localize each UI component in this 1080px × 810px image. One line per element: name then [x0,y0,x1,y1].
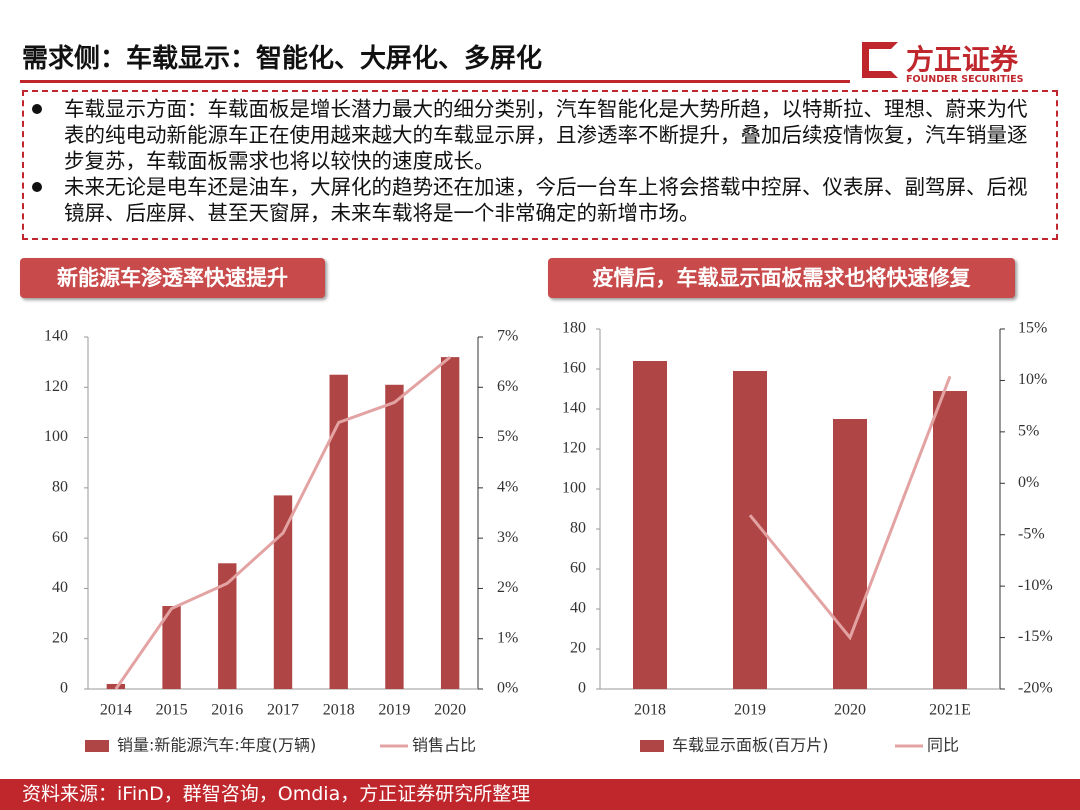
y2-tick-label: -20% [1018,680,1053,697]
logo-name: 方正证券 [906,43,1019,76]
legend-swatch [640,740,664,752]
section-header: 新能源车渗透率快速提升 [20,258,325,298]
y2-tick-label: 1% [497,629,518,646]
slide-title: 需求侧：车载显示：智能化、大屏化、多屏化 [22,44,543,74]
legend-swatch [85,740,109,752]
bar [833,419,867,689]
y-tick-label: 100 [44,428,68,445]
title-rule [20,80,850,83]
bullet: 未来无论是电车还是油车，大屏化的趋势还在加速，今后一台车上将会搭载中控屏、仪表屏… [32,174,1042,226]
y2-tick-label: 2% [497,579,518,596]
y2-tick-label: -15% [1018,628,1053,645]
x-tick-label: 2018 [634,702,666,719]
bar [440,357,460,689]
y-tick-label: 80 [52,479,68,496]
logo-subtitle: FOUNDER SECURITIES [906,74,1024,85]
bar [633,361,667,689]
logo: 方正证券 FOUNDER SECURITIES [862,38,1052,88]
legend-label: 销量:新能源汽车:年度(万辆) [117,736,316,755]
y-tick-label: 80 [570,520,586,537]
y2-tick-label: 5% [497,428,518,445]
y2-tick-label: 7% [497,328,518,345]
y2-tick-label: 4% [497,479,518,496]
x-tick-label: 2020 [434,702,466,719]
bullet: 车载显示方面：车载面板是增长潜力最大的细分类别，汽车智能化是大势所趋，以特斯拉、… [32,96,1042,174]
bar [273,495,293,689]
line [748,375,952,641]
y2-tick-label: -5% [1018,525,1045,542]
source-footer: 资料来源：iFinD，群智咨询，Omdia，方正证券研究所整理 [0,779,1080,810]
y2-tick-label: 0% [1018,474,1039,491]
section-header: 疫情后，车载显示面板需求也将快速修复 [548,258,1015,298]
x-tick-label: 2017 [267,702,299,719]
x-tick-label: 2020 [834,702,866,719]
y-tick-label: 120 [562,440,586,457]
y-tick-label: 20 [52,629,68,646]
x-tick-label: 2019 [734,702,766,719]
y2-tick-label: 5% [1018,423,1039,440]
y-tick-label: 160 [562,360,586,377]
x-tick-label: 2014 [100,702,132,719]
y-tick-label: 140 [562,400,586,417]
x-tick-label: 2018 [323,702,355,719]
bar [329,374,348,689]
bullet-box: 车载显示方面：车载面板是增长潜力最大的细分类别，汽车智能化是大势所趋，以特斯拉、… [22,90,1058,240]
y-tick-label: 0 [60,680,68,697]
y2-tick-label: -10% [1018,577,1053,594]
bar [162,606,181,689]
y-tick-label: 0 [578,680,586,697]
x-tick-label: 2015 [156,702,188,719]
y-tick-label: 40 [570,600,586,617]
y-tick-label: 180 [562,320,586,337]
y-tick-label: 40 [52,579,68,596]
legend-label: 销售占比 [412,736,476,755]
legend-label: 同比 [927,736,959,755]
x-tick-label: 2021E [929,702,971,719]
x-tick-label: 2016 [211,702,243,719]
y-tick-label: 20 [570,640,586,657]
y2-tick-label: 3% [497,529,518,546]
bar [933,391,967,689]
logo-mark [862,42,898,78]
y2-tick-label: 6% [497,378,518,395]
y2-tick-label: 15% [1018,320,1047,337]
y2-tick-label: 10% [1018,371,1047,388]
line [114,355,452,690]
legend-label: 车载显示面板(百万片) [672,736,829,755]
bar [218,563,237,689]
y-tick-label: 120 [44,378,68,395]
bar [385,384,404,689]
y-tick-label: 140 [44,328,68,345]
x-tick-label: 2019 [378,702,410,719]
y-tick-label: 60 [570,560,586,577]
y-tick-label: 100 [562,480,586,497]
charts: 0 20 40 60 80 100 120 140 0% 1% 2% 3% 4% 5% 6% 7% 2014 20… [44,320,1053,755]
y2-tick-label: 0% [497,680,518,697]
y-tick-label: 60 [52,529,68,546]
